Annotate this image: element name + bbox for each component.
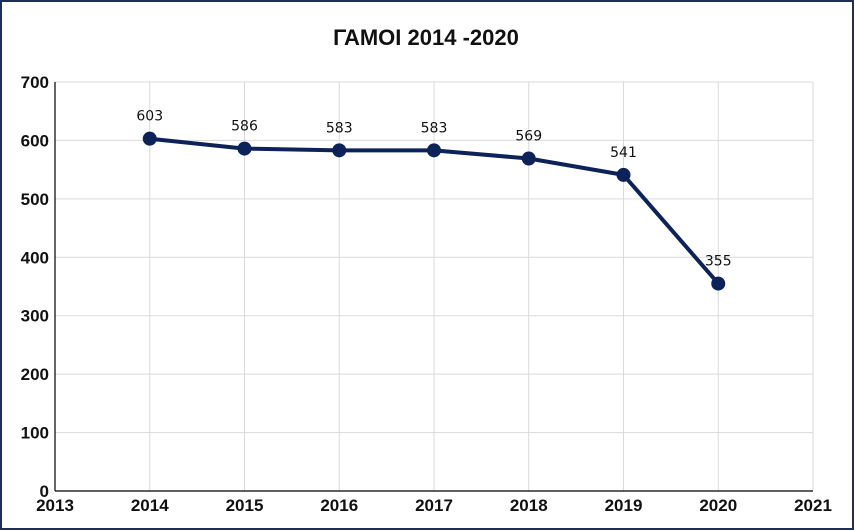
axes xyxy=(54,82,813,492)
x-tick-label: 2021 xyxy=(794,496,832,515)
data-point xyxy=(142,131,157,146)
x-tick-label: 2019 xyxy=(605,496,643,515)
y-tick-label: 300 xyxy=(21,307,49,326)
data-label: 541 xyxy=(610,145,637,161)
data-label: 569 xyxy=(515,129,542,145)
x-tick-label: 2015 xyxy=(226,496,264,515)
y-tick-label: 600 xyxy=(21,131,49,150)
y-tick-label: 200 xyxy=(21,365,49,384)
data-point xyxy=(711,276,726,291)
x-axis-ticks: 2013 2014 2015 2016 2017 2018 2019 2020 2021 xyxy=(36,496,832,515)
data-point xyxy=(616,167,631,182)
y-tick-label: 0 xyxy=(40,482,49,501)
y-axis-ticks: 0 100 200 300 400 500 600 700 xyxy=(21,73,49,501)
data-point xyxy=(237,141,252,156)
y-tick-label: 100 xyxy=(21,424,49,443)
x-tick-label: 2016 xyxy=(320,496,358,515)
data-point xyxy=(521,151,536,166)
data-point xyxy=(332,143,347,158)
chart-title: ΓΑΜΟΙ 2014 -2020 xyxy=(333,25,519,50)
y-tick-label: 500 xyxy=(21,190,49,209)
series xyxy=(142,131,726,291)
x-tick-label: 2013 xyxy=(36,496,74,515)
data-label: 355 xyxy=(705,254,732,270)
data-label: 586 xyxy=(231,119,258,135)
x-tick-label: 2018 xyxy=(510,496,548,515)
data-label: 603 xyxy=(136,109,163,125)
x-tick-label: 2017 xyxy=(415,496,453,515)
data-point xyxy=(427,143,441,158)
data-labels: 603 586 583 583 569 541 355 xyxy=(136,109,731,270)
x-tick-label: 2014 xyxy=(131,496,169,515)
data-label: 583 xyxy=(421,120,448,136)
gridlines xyxy=(55,81,814,491)
data-label: 583 xyxy=(326,120,353,136)
x-tick-label: 2020 xyxy=(699,496,737,515)
y-tick-label: 700 xyxy=(21,73,49,92)
y-tick-label: 400 xyxy=(21,248,49,267)
